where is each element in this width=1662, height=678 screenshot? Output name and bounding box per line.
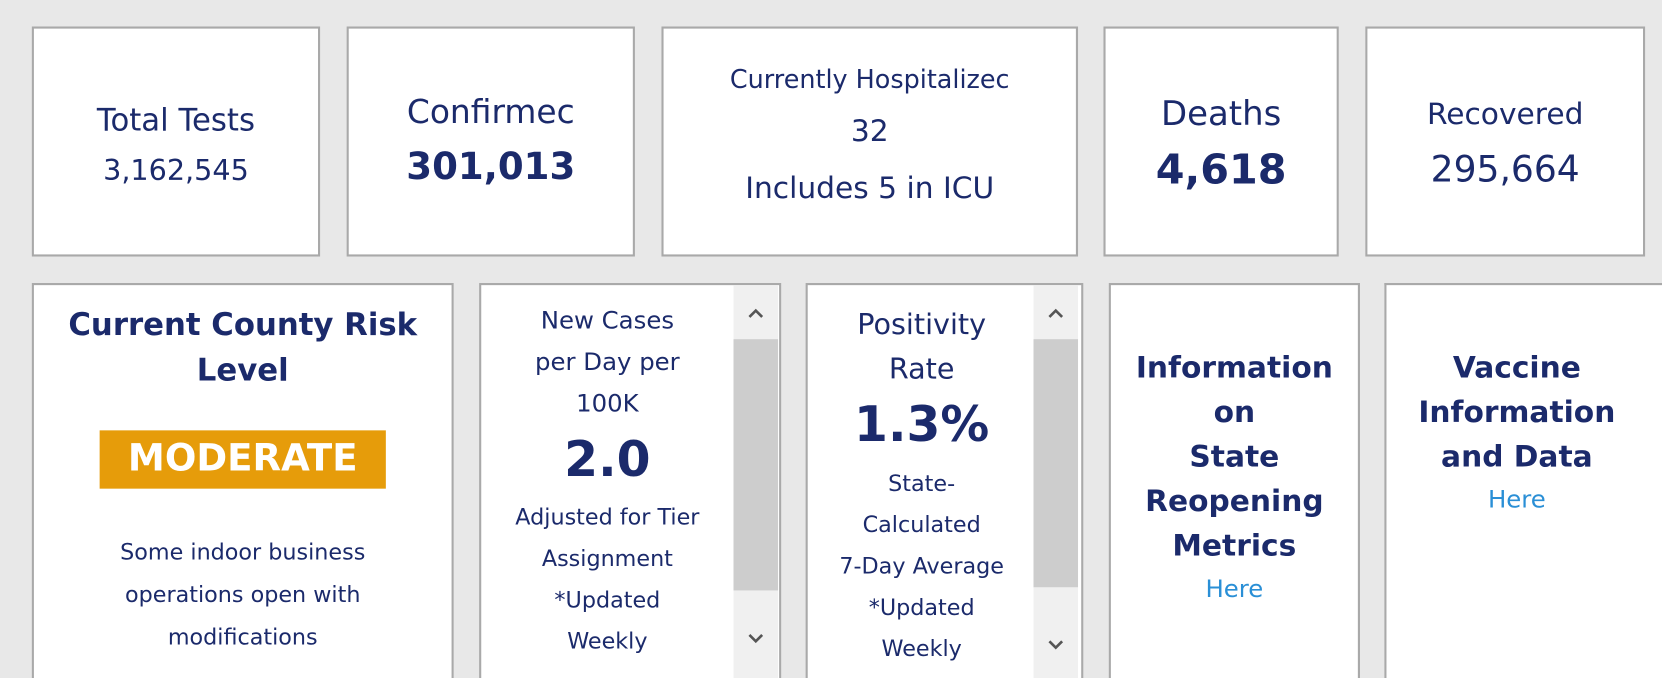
risk-title: Level [196, 351, 289, 388]
new-cases-note: *Updated [554, 587, 661, 613]
new-cases-title: 100K [576, 390, 639, 418]
new-cases-note: Assignment [541, 545, 673, 572]
scrollbar[interactable] [1033, 285, 1079, 678]
positivity-value: 1.3% [854, 395, 990, 453]
stat-card: Deaths 4,618 [1103, 26, 1339, 257]
stat-label: Currently Hospitalizec [729, 64, 1010, 94]
scroll-down[interactable] [748, 634, 764, 644]
vaccine-title: Vaccine [1452, 349, 1581, 385]
new-cases-card: New Cases per Day per 100K 2.0 Adjusted for … [479, 283, 782, 678]
scroll-down[interactable] [1048, 640, 1064, 650]
scroll-up[interactable] [1048, 308, 1064, 318]
new-cases-value: 2.0 [564, 430, 651, 488]
scrollbar[interactable] [733, 285, 779, 678]
scroll-thumb[interactable] [1033, 339, 1079, 588]
risk-description: modifications [167, 624, 318, 650]
positivity-note: Weekly [881, 635, 962, 662]
stat-card: Recovered 295,664 [1365, 26, 1646, 257]
reopening-title: Information [1135, 349, 1333, 385]
risk-level: MODERATE [99, 430, 386, 489]
stat-note: Includes 5 in ICU [745, 170, 995, 206]
new-cases-title: New Cases [540, 307, 675, 335]
reopening-title: on [1213, 394, 1256, 430]
scroll-arrows [1048, 308, 1064, 650]
risk-title: Current County Risk [68, 306, 418, 343]
stat-label: Deaths [1160, 92, 1282, 134]
stat-card: Confirmec 301,013 [346, 26, 635, 257]
risk-content: Current County Risk Level MODERATE Some ind… [34, 285, 452, 658]
positivity-note: *Updated [868, 594, 975, 621]
reopening-title: Reopening [1145, 483, 1324, 519]
stat-value: 32 [850, 112, 889, 148]
risk-description: Some indoor business [120, 539, 366, 565]
stat-card: Total Tests 3,162,545 [31, 26, 321, 257]
positivity-card: Positivity Rate 1.3% State- Calculated 7-Day … [805, 283, 1084, 678]
vaccine-link[interactable]: Here [1487, 486, 1546, 515]
positivity-note: Calculated [862, 511, 981, 538]
scroll-thumb[interactable] [733, 339, 779, 591]
risk-card: Current County Risk Level MODERATE Some ind… [31, 283, 454, 678]
scroll-arrows [748, 308, 764, 644]
reopening-title: Metrics [1172, 527, 1297, 563]
stat-label: Recovered [1426, 95, 1584, 131]
vaccine-content: Vaccine Information and Data Here [1386, 285, 1647, 521]
vaccine-title: and Data [1441, 438, 1593, 474]
stat-label: Total Tests [96, 101, 256, 138]
reopening-content: Information on State Reopening Metrics Here [1111, 285, 1358, 610]
risk-description: operations open with [125, 581, 361, 608]
stat-value: 4,618 [1155, 145, 1287, 194]
stat-value: 3,162,545 [103, 154, 249, 188]
reopening-card: Information on State Reopening Metrics Here [1108, 283, 1360, 678]
vaccine-title: Information [1418, 394, 1616, 430]
positivity-title: Positivity [857, 308, 987, 342]
new-cases-note: Adjusted for Tier [515, 504, 700, 530]
stat-label: Confirmec [406, 93, 575, 132]
new-cases-note: Weekly [567, 628, 648, 655]
positivity-note: State- [888, 470, 956, 497]
new-cases-content: New Cases per Day per 100K 2.0 Adjusted for … [481, 285, 733, 662]
scroll-up[interactable] [748, 308, 764, 318]
stat-card: Currently Hospitalizec 32 Includes 5 in … [661, 26, 1079, 257]
reopening-title: State [1189, 438, 1280, 474]
new-cases-title: per Day per [535, 348, 680, 377]
positivity-note: 7-Day Average [839, 553, 1004, 579]
positivity-content: Positivity Rate 1.3% State- Calculated 7-Day … [808, 285, 1036, 670]
positivity-title: Rate [888, 352, 955, 386]
vaccine-card: Vaccine Information and Data Here [1384, 283, 1662, 678]
stat-value: 295,664 [1430, 147, 1580, 191]
stat-value: 301,013 [406, 146, 576, 189]
reopening-link[interactable]: Here [1205, 575, 1264, 604]
